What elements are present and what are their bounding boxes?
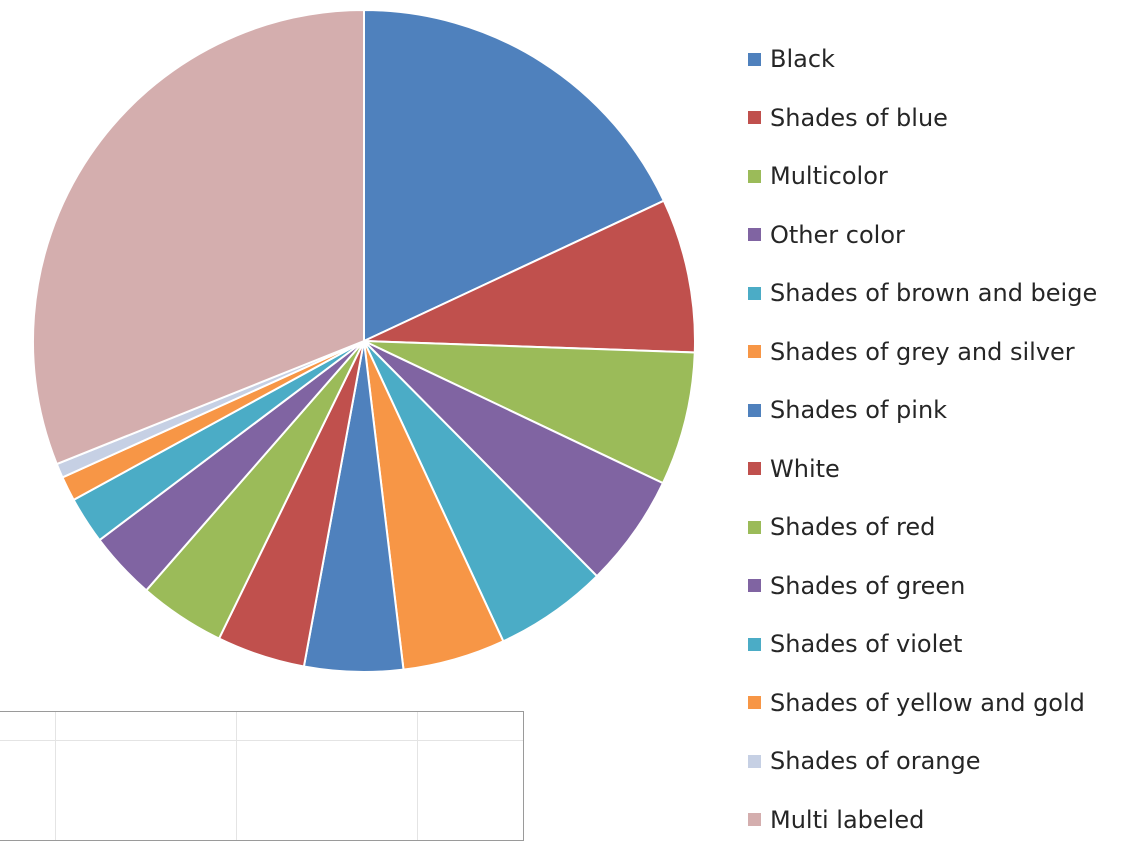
chart-legend: Black Shades of blue Multicolor Other color… [748, 30, 1097, 849]
legend-label: Shades of green [770, 572, 965, 600]
legend-swatch [748, 521, 761, 534]
legend-swatch [748, 111, 761, 124]
legend-label: Shades of brown and beige [770, 279, 1097, 307]
legend-item: Shades of brown and beige [748, 264, 1097, 323]
legend-swatch [748, 813, 761, 826]
legend-label: Shades of violet [770, 630, 962, 658]
legend-swatch [748, 228, 761, 241]
grid-column-line [417, 712, 418, 840]
legend-label: Other color [770, 221, 905, 249]
legend-swatch [748, 696, 761, 709]
legend-label: Multicolor [770, 162, 888, 190]
legend-swatch [748, 579, 761, 592]
legend-swatch [748, 638, 761, 651]
legend-item: Shades of grey and silver [748, 323, 1097, 382]
legend-swatch [748, 170, 761, 183]
legend-label: White [770, 455, 840, 483]
legend-label: Shades of red [770, 513, 935, 541]
legend-item: Shades of violet [748, 615, 1097, 674]
legend-item: Shades of pink [748, 381, 1097, 440]
legend-swatch [748, 462, 761, 475]
legend-label: Shades of orange [770, 747, 981, 775]
spreadsheet-grid [0, 711, 524, 841]
legend-label: Shades of yellow and gold [770, 689, 1085, 717]
legend-item: Other color [748, 206, 1097, 265]
legend-swatch [748, 404, 761, 417]
legend-item: Shades of red [748, 498, 1097, 557]
legend-label: Shades of grey and silver [770, 338, 1075, 366]
legend-label: Black [770, 45, 835, 73]
legend-item: Shades of orange [748, 732, 1097, 791]
legend-item: Multi labeled [748, 791, 1097, 849]
legend-item: White [748, 440, 1097, 499]
legend-label: Multi labeled [770, 806, 924, 834]
legend-item: Black [748, 30, 1097, 89]
legend-item: Shades of blue [748, 89, 1097, 148]
legend-item: Shades of yellow and gold [748, 674, 1097, 733]
legend-swatch [748, 53, 761, 66]
grid-row-line [0, 740, 523, 741]
pie-plot [0, 0, 730, 710]
legend-swatch [748, 755, 761, 768]
grid-column-line [55, 712, 56, 840]
legend-swatch [748, 345, 761, 358]
legend-item: Shades of green [748, 557, 1097, 616]
grid-column-line [236, 712, 237, 840]
legend-label: Shades of blue [770, 104, 948, 132]
legend-item: Multicolor [748, 147, 1097, 206]
pie-chart: Black Shades of blue Multicolor Other color… [0, 0, 1141, 823]
legend-label: Shades of pink [770, 396, 947, 424]
legend-swatch [748, 287, 761, 300]
